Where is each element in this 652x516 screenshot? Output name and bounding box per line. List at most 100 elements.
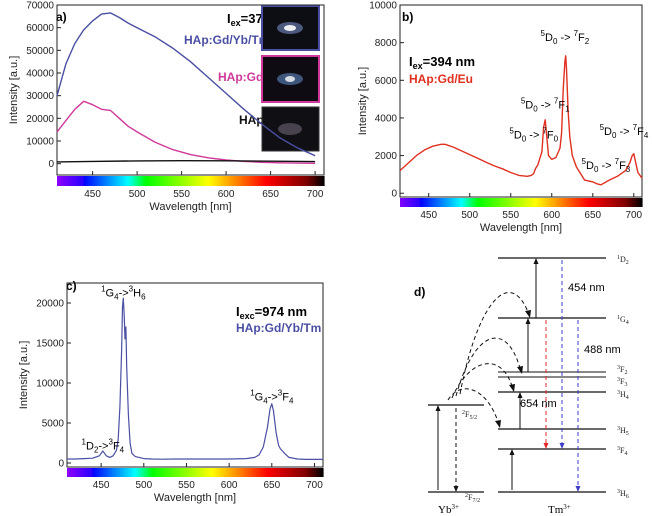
spectrum-bar-segment (259, 176, 263, 186)
spectrum-bar-segment (122, 468, 126, 477)
x-tick-label-b: 450 (420, 210, 437, 221)
spectrum-bar-segment (310, 468, 313, 477)
spectrum-bar-segment (504, 198, 508, 207)
spectrum-bar-segment (402, 198, 405, 207)
spectrum-bar-segment (284, 468, 288, 477)
x-tick-label-c: 650 (263, 480, 280, 491)
spectrum-bar-segment (65, 176, 69, 186)
spectrum-bar-segment (527, 198, 530, 207)
spectrum-bar-segment (105, 176, 109, 186)
spectrum-bar-segment (565, 198, 568, 207)
spectrum-bar-segment (272, 176, 276, 186)
spectrum-bar-segment (79, 176, 83, 186)
panel-b-annotations: 5D0 -> 7F0 5D0 -> 7F1 5D0 -> 7F2 5D0 -> 7F3… (509, 29, 648, 174)
spectrum-bar-segment (597, 198, 601, 207)
spectrum-bar-segment (71, 468, 74, 477)
spectrum-bar-segment (134, 176, 138, 186)
spectrum-bar-segment (299, 468, 303, 477)
spectrum-bar-segment (214, 176, 218, 186)
spectrum-bar-segment (452, 198, 456, 207)
legend-b-eu: HAp:Gd/Eu (409, 72, 473, 86)
tm-ion-label: Tm3+ (548, 503, 571, 516)
spectrum-bar-segment (61, 176, 65, 186)
spectrum-bar-segment (404, 198, 407, 207)
spectrum-bar-segment (263, 176, 267, 186)
spectrum-bar-segment (192, 468, 196, 477)
spectrum-bar-segment (113, 468, 117, 477)
spectrum-bar-segment (478, 198, 482, 207)
spectrum-bar-segment (567, 198, 570, 207)
spectrum-bar-segment (474, 198, 478, 207)
y-tick-label-a: 30000 (26, 91, 54, 102)
spectrum-bar-segment (229, 468, 232, 477)
series-line-a-2 (56, 159, 316, 163)
spectrum-bar-segment (233, 468, 237, 477)
spectrum-bar-segment (631, 198, 635, 207)
spectrum-bar-segment (252, 176, 256, 186)
spectrum-bar-segment (128, 468, 132, 477)
spectrum-bar-segment (250, 468, 254, 477)
spectrum-bar-segment (194, 176, 198, 186)
spectrum-bar-segment (490, 198, 494, 207)
spectrum-bar-segment (226, 176, 229, 186)
spectrum-bar-segment (605, 198, 609, 207)
spectrum-bar-segment (623, 198, 627, 207)
panel-c-annotations: 1G4->3H6 1G4->3F4 1D2->3F4 (82, 285, 294, 455)
spectrum-bar-segment (312, 176, 316, 186)
spectrum-bar-segment (454, 198, 458, 207)
spectrum-bar-segment (585, 198, 589, 207)
spectrum-bar-segment (170, 176, 174, 186)
spectrum-bar-segment (241, 468, 245, 477)
spectrum-bar-segment (551, 198, 554, 207)
y-axis-label-b: Intensity [a.u.] (357, 67, 369, 135)
spectrum-bar-segment (88, 176, 91, 186)
spectrum-bar-segment (179, 176, 183, 186)
spectrum-bar-segment (514, 198, 518, 207)
spectrum-bar-segment (217, 176, 221, 186)
spectrum-bar-segment (577, 198, 581, 207)
spectrum-bar-segment (252, 468, 256, 477)
spectrum-bar-segment (85, 176, 89, 186)
spectrum-bar-segment (255, 176, 258, 186)
spectrum-bar-segment (637, 198, 641, 207)
spectrum-bar-segment (488, 198, 492, 207)
transition-annotation-c-0: 1G4->3H6 (101, 285, 146, 302)
legend-c-tm: HAp:Gd/Yb/Tm (236, 321, 321, 335)
panel-c-excitation: Iexc=974 nm (236, 304, 307, 321)
spectrum-bar-segment (197, 468, 200, 477)
spectrum-bar-segment (270, 176, 274, 186)
spectrum-bar-segment (422, 198, 425, 207)
spectrum-bar-segment (486, 198, 490, 207)
tm-level-label-3H4: 3H4 (617, 390, 629, 401)
spectrum-bar-segment (639, 198, 643, 207)
spectrum-bar-segment (248, 468, 252, 477)
spectrum-bar-segment (150, 176, 154, 186)
spectrum-bar-segment (619, 198, 623, 207)
spectrum-bar-segment (124, 468, 128, 477)
spectrum-bar-segment (609, 198, 613, 207)
spectrum-bar-segment (94, 468, 98, 477)
x-tick-label-a: 500 (129, 189, 146, 200)
spectrum-bar-segment (295, 468, 298, 477)
spectrum-bar-segment (137, 176, 140, 186)
spectrum-bar-segment (201, 468, 205, 477)
spectrum-bar-segment (101, 468, 104, 477)
transition-annotation-c-1: 1G4->3F4 (250, 389, 294, 406)
spectrum-bar-segment (440, 198, 443, 207)
spectrum-bar-segment (239, 176, 243, 186)
spectrum-bar-segment (246, 176, 249, 186)
spectrum-bar-segment (219, 176, 223, 186)
spectrum-bar-segment (57, 176, 60, 186)
spectrum-bar-segment (290, 176, 294, 186)
spectrum-bar-segment (232, 176, 236, 186)
spectrum-bar-segment (216, 468, 220, 477)
spectrum-bar-segment (59, 176, 63, 186)
spectrum-bar-segment (581, 198, 585, 207)
spectrum-bar-segment (135, 468, 138, 477)
transition-annotation-b-0: 5D0 -> 7F0 (509, 127, 558, 144)
spectrum-bar-segment (177, 176, 180, 186)
panel-b-chart: b) Iex=394 nm HAp:Gd/Eu 450 500 550 600 650 7… (357, 1, 643, 234)
spectrum-bar-segment (192, 176, 196, 186)
spectrum-bar-segment (150, 468, 153, 477)
y-tick-label-a: 0 (48, 159, 54, 170)
